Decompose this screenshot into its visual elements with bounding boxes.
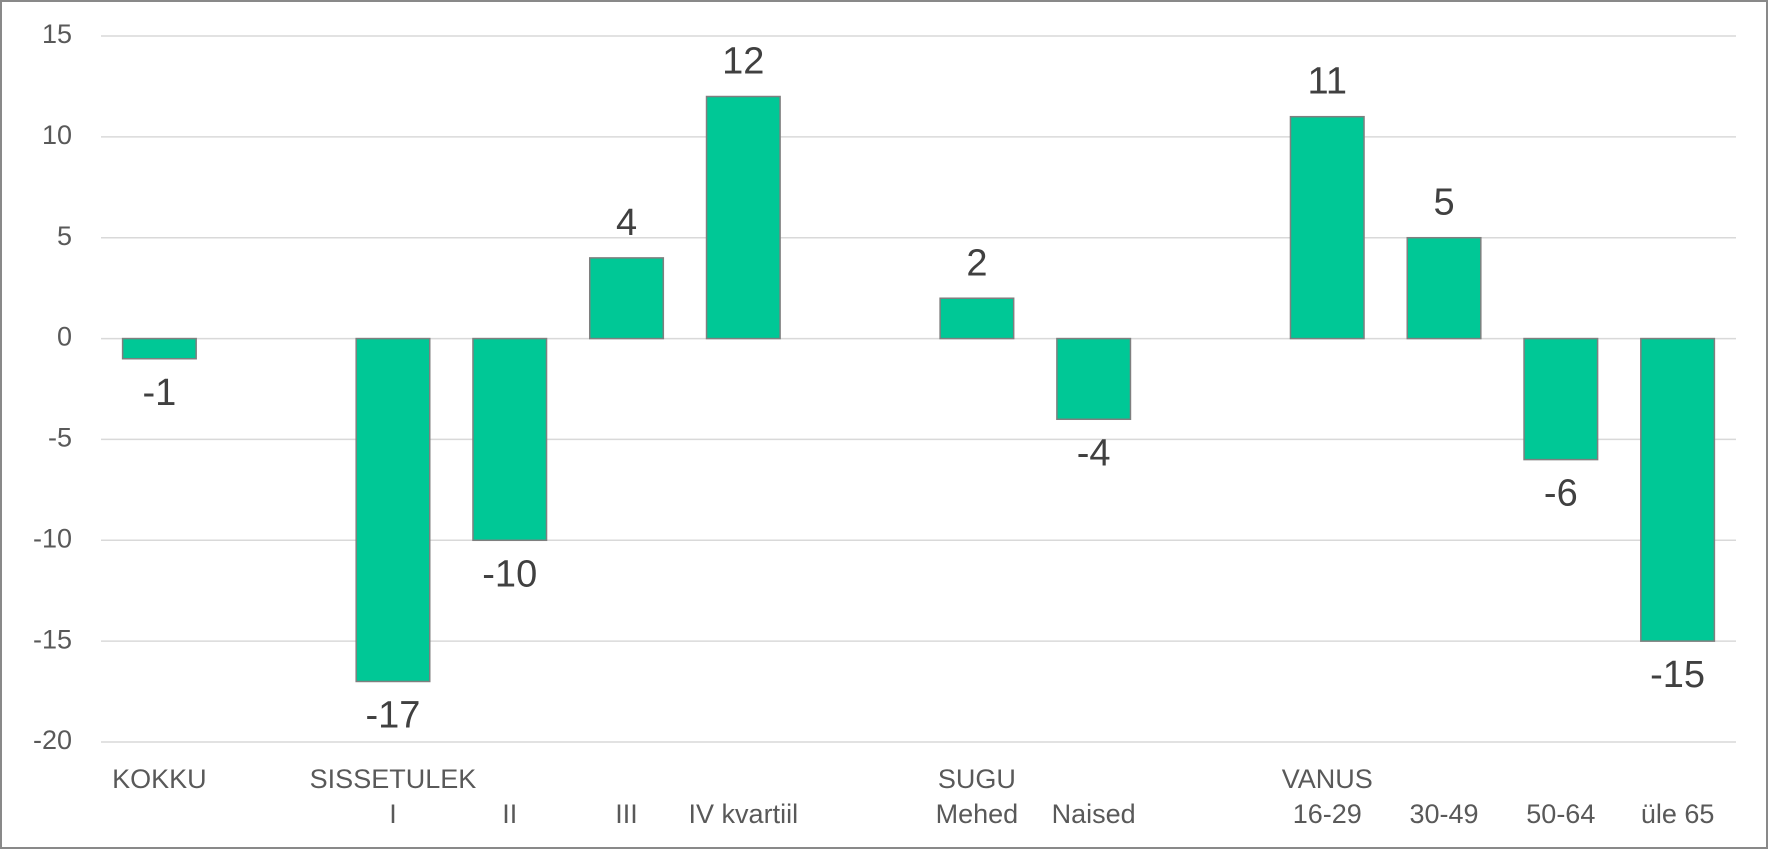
y-tick-label: -10 xyxy=(33,523,72,553)
y-tick-label: 10 xyxy=(42,120,72,150)
bar xyxy=(1056,337,1132,421)
data-label: -4 xyxy=(1077,432,1111,474)
x-tick-label: Mehed xyxy=(936,799,1019,829)
bar xyxy=(121,337,197,360)
x-tick-label: 16-29 xyxy=(1293,799,1362,829)
y-tick-label: 5 xyxy=(57,221,72,251)
y-tick-label: -5 xyxy=(48,423,72,453)
x-tick-label: 50-64 xyxy=(1526,799,1595,829)
data-label: 4 xyxy=(616,202,637,244)
x-tick-label: I xyxy=(389,799,397,829)
data-label: 2 xyxy=(966,242,987,284)
bar xyxy=(472,337,548,542)
x-tick-label: üle 65 xyxy=(1641,799,1715,829)
x-tick-label: 30-49 xyxy=(1410,799,1479,829)
x-tick-label: II xyxy=(502,799,517,829)
x-tick-label: Naised xyxy=(1052,799,1136,829)
bar xyxy=(939,297,1015,340)
bar xyxy=(355,337,431,683)
y-tick-label: -15 xyxy=(33,624,72,654)
data-label: -15 xyxy=(1650,654,1705,696)
group-label: SISSETULEK xyxy=(310,764,477,794)
data-label: -1 xyxy=(142,372,176,414)
group-label: SUGU xyxy=(938,764,1016,794)
bar xyxy=(1406,236,1482,340)
group-label: VANUS xyxy=(1282,764,1373,794)
data-label: -10 xyxy=(482,553,537,595)
bar xyxy=(705,95,781,340)
bar xyxy=(588,257,665,340)
data-label: -6 xyxy=(1544,473,1578,515)
data-label: 11 xyxy=(1308,61,1347,103)
bar xyxy=(1523,337,1599,461)
y-tick-label: 0 xyxy=(57,322,72,352)
y-tick-label: 15 xyxy=(42,19,72,49)
bar xyxy=(1289,115,1365,340)
x-tick-label: III xyxy=(615,799,638,829)
data-label: -17 xyxy=(366,695,421,737)
x-tick-label: IV kvartiil xyxy=(689,799,799,829)
group-label: KOKKU xyxy=(112,764,207,794)
data-label: 5 xyxy=(1433,182,1454,224)
y-tick-label: -20 xyxy=(33,725,72,755)
bar xyxy=(1640,337,1716,642)
data-label: 12 xyxy=(722,41,764,83)
